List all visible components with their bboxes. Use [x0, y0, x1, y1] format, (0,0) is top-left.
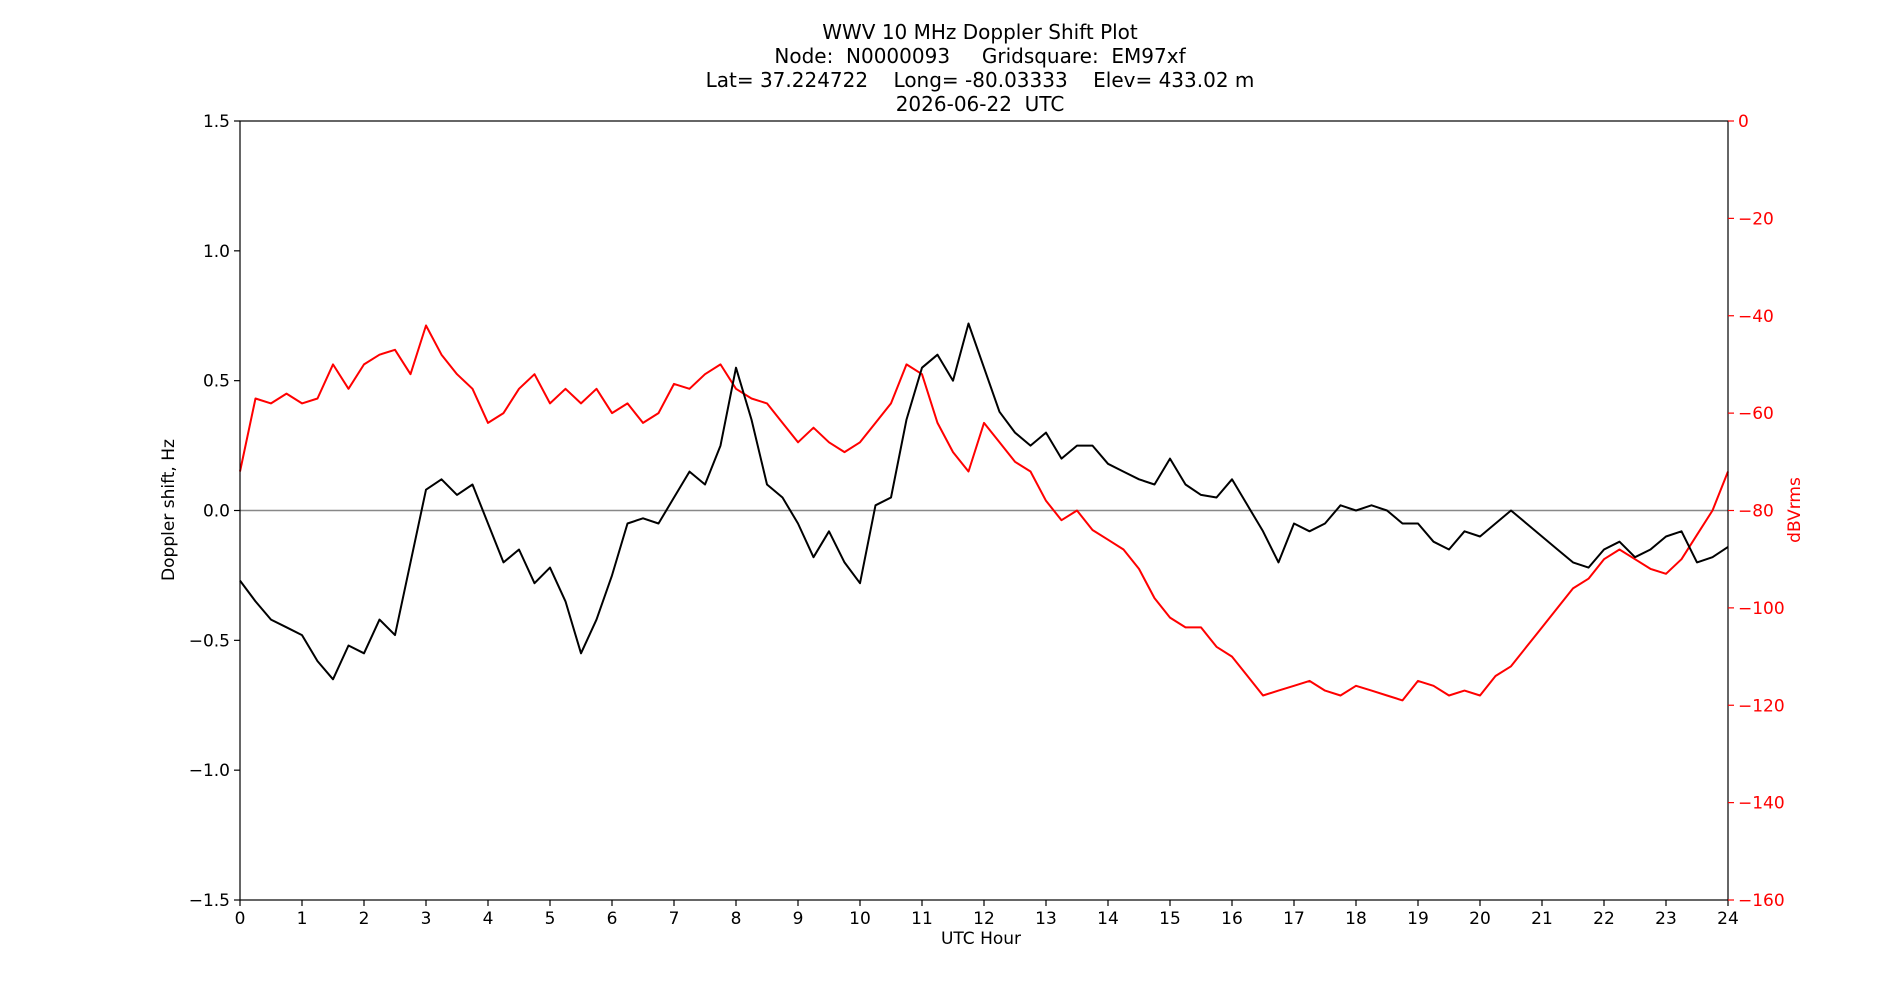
x-tick-label: 2 — [359, 909, 370, 929]
x-tick-label: 18 — [1345, 909, 1367, 929]
x-tick-label: 14 — [1097, 909, 1119, 929]
chart-title-line-4: 2026-06-22 UTC — [895, 92, 1065, 116]
x-tick-label: 13 — [1035, 909, 1057, 929]
chart-title-line-1: WWV 10 MHz Doppler Shift Plot — [822, 20, 1138, 44]
y-right-tick-label: −160 — [1738, 891, 1785, 911]
x-tick-label: 22 — [1593, 909, 1615, 929]
y-axis-label-right: dBVrms — [1785, 477, 1805, 543]
series-layer — [239, 322, 1729, 702]
x-tick-label: 23 — [1655, 909, 1677, 929]
x-tick-label: 1 — [297, 909, 308, 929]
y-right-tick-label: −40 — [1738, 307, 1774, 327]
y-left-tick-label: −1.5 — [189, 891, 230, 911]
y-right-tick-label: −20 — [1738, 209, 1774, 229]
y-left-tick-label: 1.0 — [203, 242, 230, 262]
x-tick-label: 6 — [607, 909, 618, 929]
y-right-tick-label: −60 — [1738, 404, 1774, 424]
x-tick-label: 0 — [235, 909, 246, 929]
x-tick-label: 11 — [911, 909, 933, 929]
y-right-tick-label: −120 — [1738, 696, 1785, 716]
x-tick-label: 9 — [793, 909, 804, 929]
x-tick-label: 4 — [483, 909, 494, 929]
signal-power-series-line — [239, 324, 1729, 702]
x-tick-label: 21 — [1531, 909, 1553, 929]
x-tick-label: 17 — [1283, 909, 1305, 929]
chart-title-line-3: Lat= 37.224722 Long= -80.03333 Elev= 433… — [705, 68, 1255, 92]
x-tick-label: 15 — [1159, 909, 1181, 929]
y-right-tick-label: −80 — [1738, 502, 1774, 522]
x-tick-label: 20 — [1469, 909, 1491, 929]
x-tick-label: 7 — [669, 909, 680, 929]
x-tick-label: 12 — [973, 909, 995, 929]
y-left-tick-label: 0.0 — [203, 502, 230, 522]
x-tick-label: 5 — [545, 909, 556, 929]
x-axis-label: UTC Hour — [941, 929, 1021, 949]
chart-title-line-2: Node: N0000093 Gridsquare: EM97xf — [774, 44, 1186, 68]
x-tick-label: 10 — [849, 909, 871, 929]
y-left-tick-label: 1.5 — [203, 112, 230, 132]
y-right-tick-label: 0 — [1738, 112, 1749, 132]
x-tick-label: 16 — [1221, 909, 1243, 929]
x-tick-label: 24 — [1717, 909, 1739, 929]
doppler-shift-series-line — [239, 322, 1729, 681]
x-tick-label: 8 — [731, 909, 742, 929]
y-axis-label-left: Doppler shift, Hz — [159, 439, 179, 581]
x-tick-label: 19 — [1407, 909, 1429, 929]
y-left-tick-label: −1.0 — [189, 761, 230, 781]
y-right-tick-label: −140 — [1738, 794, 1785, 814]
x-tick-label: 3 — [421, 909, 432, 929]
axes-layer: 0 1 2 3 4 5 6 7 8 9 10 11 12 13 14 15 16 17 18 19 20 21 22 23 24… — [189, 112, 1785, 929]
y-right-tick-label: −100 — [1738, 599, 1785, 619]
y-left-tick-label: −0.5 — [189, 631, 230, 651]
y-left-tick-label: 0.5 — [203, 372, 230, 392]
